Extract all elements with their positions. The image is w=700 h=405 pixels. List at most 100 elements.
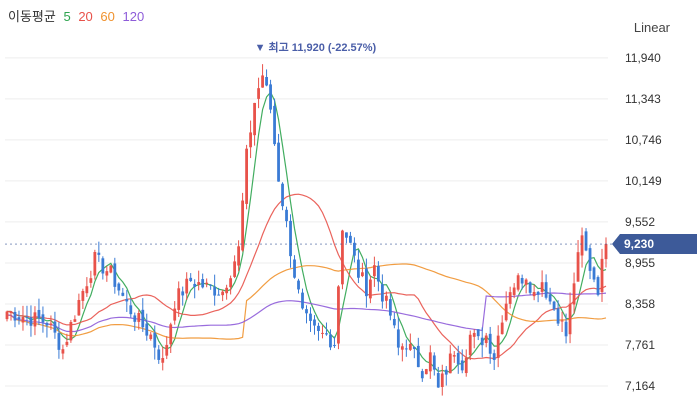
candle-body (53, 321, 57, 333)
candle-body (337, 286, 340, 344)
y-tick-label: 10,746 (625, 133, 662, 147)
candle-body (89, 278, 93, 283)
candle-body (400, 346, 404, 350)
candle-body (29, 317, 33, 326)
candle-body (309, 313, 312, 321)
candle-body (464, 357, 468, 374)
candle-body (81, 290, 85, 301)
candle-body (424, 369, 428, 375)
candle-body (552, 301, 556, 310)
y-tick-label: 8,358 (625, 297, 655, 311)
candle-body (572, 283, 576, 305)
candle-body (225, 287, 229, 294)
candle-body (472, 332, 476, 337)
candle-body (480, 337, 484, 346)
candle-body (189, 277, 193, 281)
candle-body (540, 282, 544, 292)
current-price-box (612, 234, 697, 255)
candle-body (388, 299, 392, 316)
candle-body (249, 132, 252, 148)
ma-legend-60[interactable]: 60 (100, 9, 115, 24)
candle-body (584, 231, 588, 251)
candle-body (5, 311, 9, 320)
candle-body (532, 291, 536, 297)
candle-body (9, 311, 13, 314)
candle-body (317, 325, 320, 332)
candle-body (596, 277, 600, 295)
candle-body (432, 355, 436, 370)
candle-body (173, 308, 177, 321)
candle-body (456, 352, 460, 365)
candle-body (408, 343, 412, 350)
scale-toggle[interactable]: Linear (633, 20, 670, 35)
y-tick-label: 7,164 (625, 379, 655, 393)
candle-body (404, 348, 408, 350)
y-tick-label: 11,343 (625, 92, 661, 106)
candle-body (329, 334, 332, 348)
candle-body (109, 265, 113, 273)
candle-body (341, 230, 344, 285)
candle-body (297, 280, 300, 290)
candle-body (21, 316, 25, 323)
candle-body (576, 252, 580, 282)
candle-body (444, 369, 448, 375)
candle-body (277, 142, 280, 182)
candle-body (41, 314, 45, 323)
candle-body (496, 335, 500, 358)
candle-body (592, 267, 596, 280)
candle-body (476, 329, 480, 337)
candle-body (141, 309, 145, 328)
candle-body (149, 334, 153, 340)
candle-body (492, 353, 496, 360)
candle-body (600, 258, 604, 293)
candle-body (372, 265, 376, 277)
candle-body (117, 283, 121, 291)
candle-body (520, 278, 524, 284)
candle-body (504, 303, 508, 321)
ma-legend: 이동평균 5 20 60 120 (8, 6, 148, 25)
candle-body (588, 248, 592, 271)
ma-legend-20[interactable]: 20 (78, 9, 93, 24)
candle-body (524, 279, 528, 285)
candle-body (484, 335, 488, 344)
annotations: ▼ 최고 11,920 (-22.57%)▲ 최저 7,010 (31.67%) (255, 40, 377, 54)
candle-body (301, 292, 304, 309)
ma-legend-120[interactable]: 120 (122, 9, 145, 24)
candle-body (516, 275, 520, 290)
candle-body (345, 232, 348, 238)
candle-body (125, 298, 129, 302)
candle-body (145, 323, 149, 336)
candle-body (269, 84, 272, 110)
candle-body (293, 259, 296, 278)
candle-body (560, 320, 564, 322)
candle-body (217, 294, 221, 296)
candle-body (133, 315, 137, 322)
candle-body (265, 77, 268, 86)
candle-body (245, 148, 248, 204)
candle-body (333, 345, 336, 347)
ma-line-20 (7, 193, 607, 360)
candle-body (452, 355, 456, 357)
candle-body (273, 105, 276, 145)
ma-line-5 (7, 91, 607, 373)
candle-body (416, 345, 420, 368)
candle-body (448, 353, 452, 374)
candle-body (604, 244, 608, 260)
candle-body (568, 303, 572, 335)
ma-legend-5[interactable]: 5 (63, 9, 71, 24)
candle-body (488, 333, 492, 354)
candle-body (241, 200, 245, 251)
candle-body (460, 360, 464, 371)
candle-body (37, 309, 41, 319)
candle-body (237, 246, 241, 266)
candle-body (580, 235, 584, 256)
candle-body (257, 88, 260, 99)
candle-body (508, 292, 512, 304)
candle-body (129, 305, 133, 315)
candle-body (436, 373, 440, 388)
y-tick-label: 9,552 (625, 215, 655, 229)
candle-body (440, 373, 444, 387)
candle-body (161, 358, 165, 363)
candle-body (137, 313, 141, 322)
